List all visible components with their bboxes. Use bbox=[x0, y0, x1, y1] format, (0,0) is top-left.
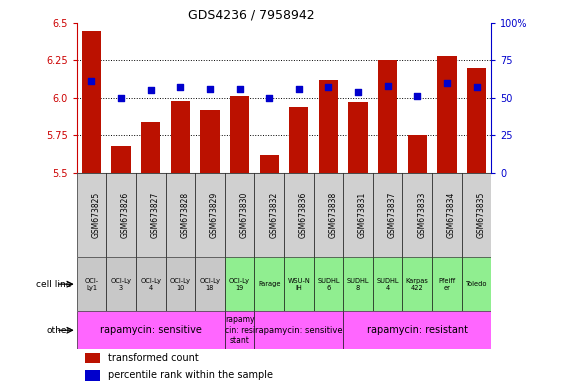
Bar bbox=[77, 257, 106, 311]
Bar bbox=[403, 173, 432, 257]
Bar bbox=[284, 257, 314, 311]
Text: OCI-Ly
18: OCI-Ly 18 bbox=[199, 278, 220, 291]
Text: GSM673826: GSM673826 bbox=[121, 192, 130, 238]
Point bbox=[383, 83, 392, 89]
Text: transformed count: transformed count bbox=[108, 353, 199, 363]
Text: GSM673830: GSM673830 bbox=[240, 192, 249, 238]
Text: GSM673836: GSM673836 bbox=[299, 192, 308, 238]
Bar bbox=[254, 257, 284, 311]
Text: GSM673834: GSM673834 bbox=[447, 192, 456, 238]
Bar bbox=[348, 103, 367, 173]
Bar bbox=[462, 257, 491, 311]
Point bbox=[324, 84, 333, 91]
Point bbox=[146, 88, 155, 94]
Title: GDS4236 / 7958942: GDS4236 / 7958942 bbox=[187, 9, 314, 22]
Text: Toledo: Toledo bbox=[466, 281, 487, 287]
Text: percentile rank within the sample: percentile rank within the sample bbox=[108, 370, 273, 381]
Text: Farage: Farage bbox=[258, 281, 281, 287]
Text: OCI-
Ly1: OCI- Ly1 bbox=[85, 278, 99, 291]
Bar bbox=[201, 110, 220, 173]
Text: GSM673828: GSM673828 bbox=[181, 192, 189, 238]
Point bbox=[413, 93, 422, 99]
Bar bbox=[106, 173, 136, 257]
Text: GSM673835: GSM673835 bbox=[477, 192, 486, 238]
Text: rapamycin: resistant: rapamycin: resistant bbox=[367, 325, 468, 335]
Bar bbox=[136, 173, 165, 257]
Text: OCI-Ly
10: OCI-Ly 10 bbox=[170, 278, 191, 291]
Bar bbox=[230, 96, 249, 173]
Text: SUDHL
4: SUDHL 4 bbox=[377, 278, 399, 291]
Bar bbox=[284, 173, 314, 257]
Bar bbox=[343, 311, 491, 349]
Bar bbox=[432, 257, 462, 311]
Bar bbox=[462, 173, 491, 257]
Bar bbox=[343, 173, 373, 257]
Bar bbox=[225, 311, 254, 349]
Bar bbox=[437, 56, 457, 173]
Point bbox=[472, 84, 481, 91]
Bar bbox=[225, 173, 254, 257]
Bar bbox=[141, 122, 160, 173]
Bar bbox=[254, 311, 343, 349]
Point bbox=[353, 89, 362, 95]
Bar bbox=[378, 61, 397, 173]
Text: GSM673832: GSM673832 bbox=[269, 192, 278, 238]
Bar bbox=[260, 155, 279, 173]
Point bbox=[176, 84, 185, 91]
Text: rapamycin: sensitive: rapamycin: sensitive bbox=[100, 325, 202, 335]
Bar bbox=[289, 107, 308, 173]
Point bbox=[294, 86, 303, 92]
Text: Pfeiff
er: Pfeiff er bbox=[438, 278, 456, 291]
Bar bbox=[85, 370, 100, 381]
Bar bbox=[195, 173, 225, 257]
Text: OCI-Ly
4: OCI-Ly 4 bbox=[140, 278, 161, 291]
Bar bbox=[77, 311, 225, 349]
Point bbox=[116, 95, 126, 101]
Text: other: other bbox=[47, 326, 71, 335]
Bar bbox=[195, 257, 225, 311]
Bar bbox=[82, 30, 101, 173]
Text: SUDHL
6: SUDHL 6 bbox=[317, 278, 340, 291]
Bar bbox=[106, 257, 136, 311]
Text: GSM673827: GSM673827 bbox=[151, 192, 160, 238]
Bar bbox=[225, 257, 254, 311]
Bar bbox=[373, 257, 403, 311]
Text: GSM673833: GSM673833 bbox=[417, 192, 426, 238]
Text: OCI-Ly
3: OCI-Ly 3 bbox=[111, 278, 132, 291]
Bar bbox=[165, 257, 195, 311]
Bar bbox=[343, 257, 373, 311]
Point bbox=[235, 86, 244, 92]
Point bbox=[442, 80, 452, 86]
Bar bbox=[408, 135, 427, 173]
Point bbox=[87, 78, 96, 84]
Text: GSM673838: GSM673838 bbox=[328, 192, 337, 238]
Bar bbox=[85, 353, 100, 363]
Text: GSM673837: GSM673837 bbox=[388, 192, 396, 238]
Text: OCI-Ly
19: OCI-Ly 19 bbox=[229, 278, 250, 291]
Text: GSM673829: GSM673829 bbox=[210, 192, 219, 238]
Text: rapamycin: sensitive: rapamycin: sensitive bbox=[255, 326, 343, 335]
Bar bbox=[165, 173, 195, 257]
Text: SUDHL
8: SUDHL 8 bbox=[347, 278, 369, 291]
Text: cell line: cell line bbox=[36, 280, 71, 289]
Text: Karpas
422: Karpas 422 bbox=[406, 278, 429, 291]
Bar bbox=[77, 173, 106, 257]
Bar bbox=[319, 80, 338, 173]
Point bbox=[206, 86, 215, 92]
Text: GSM673831: GSM673831 bbox=[358, 192, 367, 238]
Bar bbox=[171, 101, 190, 173]
Text: rapamy
cin: resi
stant: rapamy cin: resi stant bbox=[224, 315, 254, 345]
Bar bbox=[314, 173, 343, 257]
Text: GSM673825: GSM673825 bbox=[91, 192, 101, 238]
Bar bbox=[403, 257, 432, 311]
Bar bbox=[467, 68, 486, 173]
Bar bbox=[314, 257, 343, 311]
Bar bbox=[111, 146, 131, 173]
Bar bbox=[373, 173, 403, 257]
Bar bbox=[136, 257, 165, 311]
Text: WSU-N
IH: WSU-N IH bbox=[287, 278, 310, 291]
Point bbox=[265, 95, 274, 101]
Bar bbox=[254, 173, 284, 257]
Bar bbox=[432, 173, 462, 257]
